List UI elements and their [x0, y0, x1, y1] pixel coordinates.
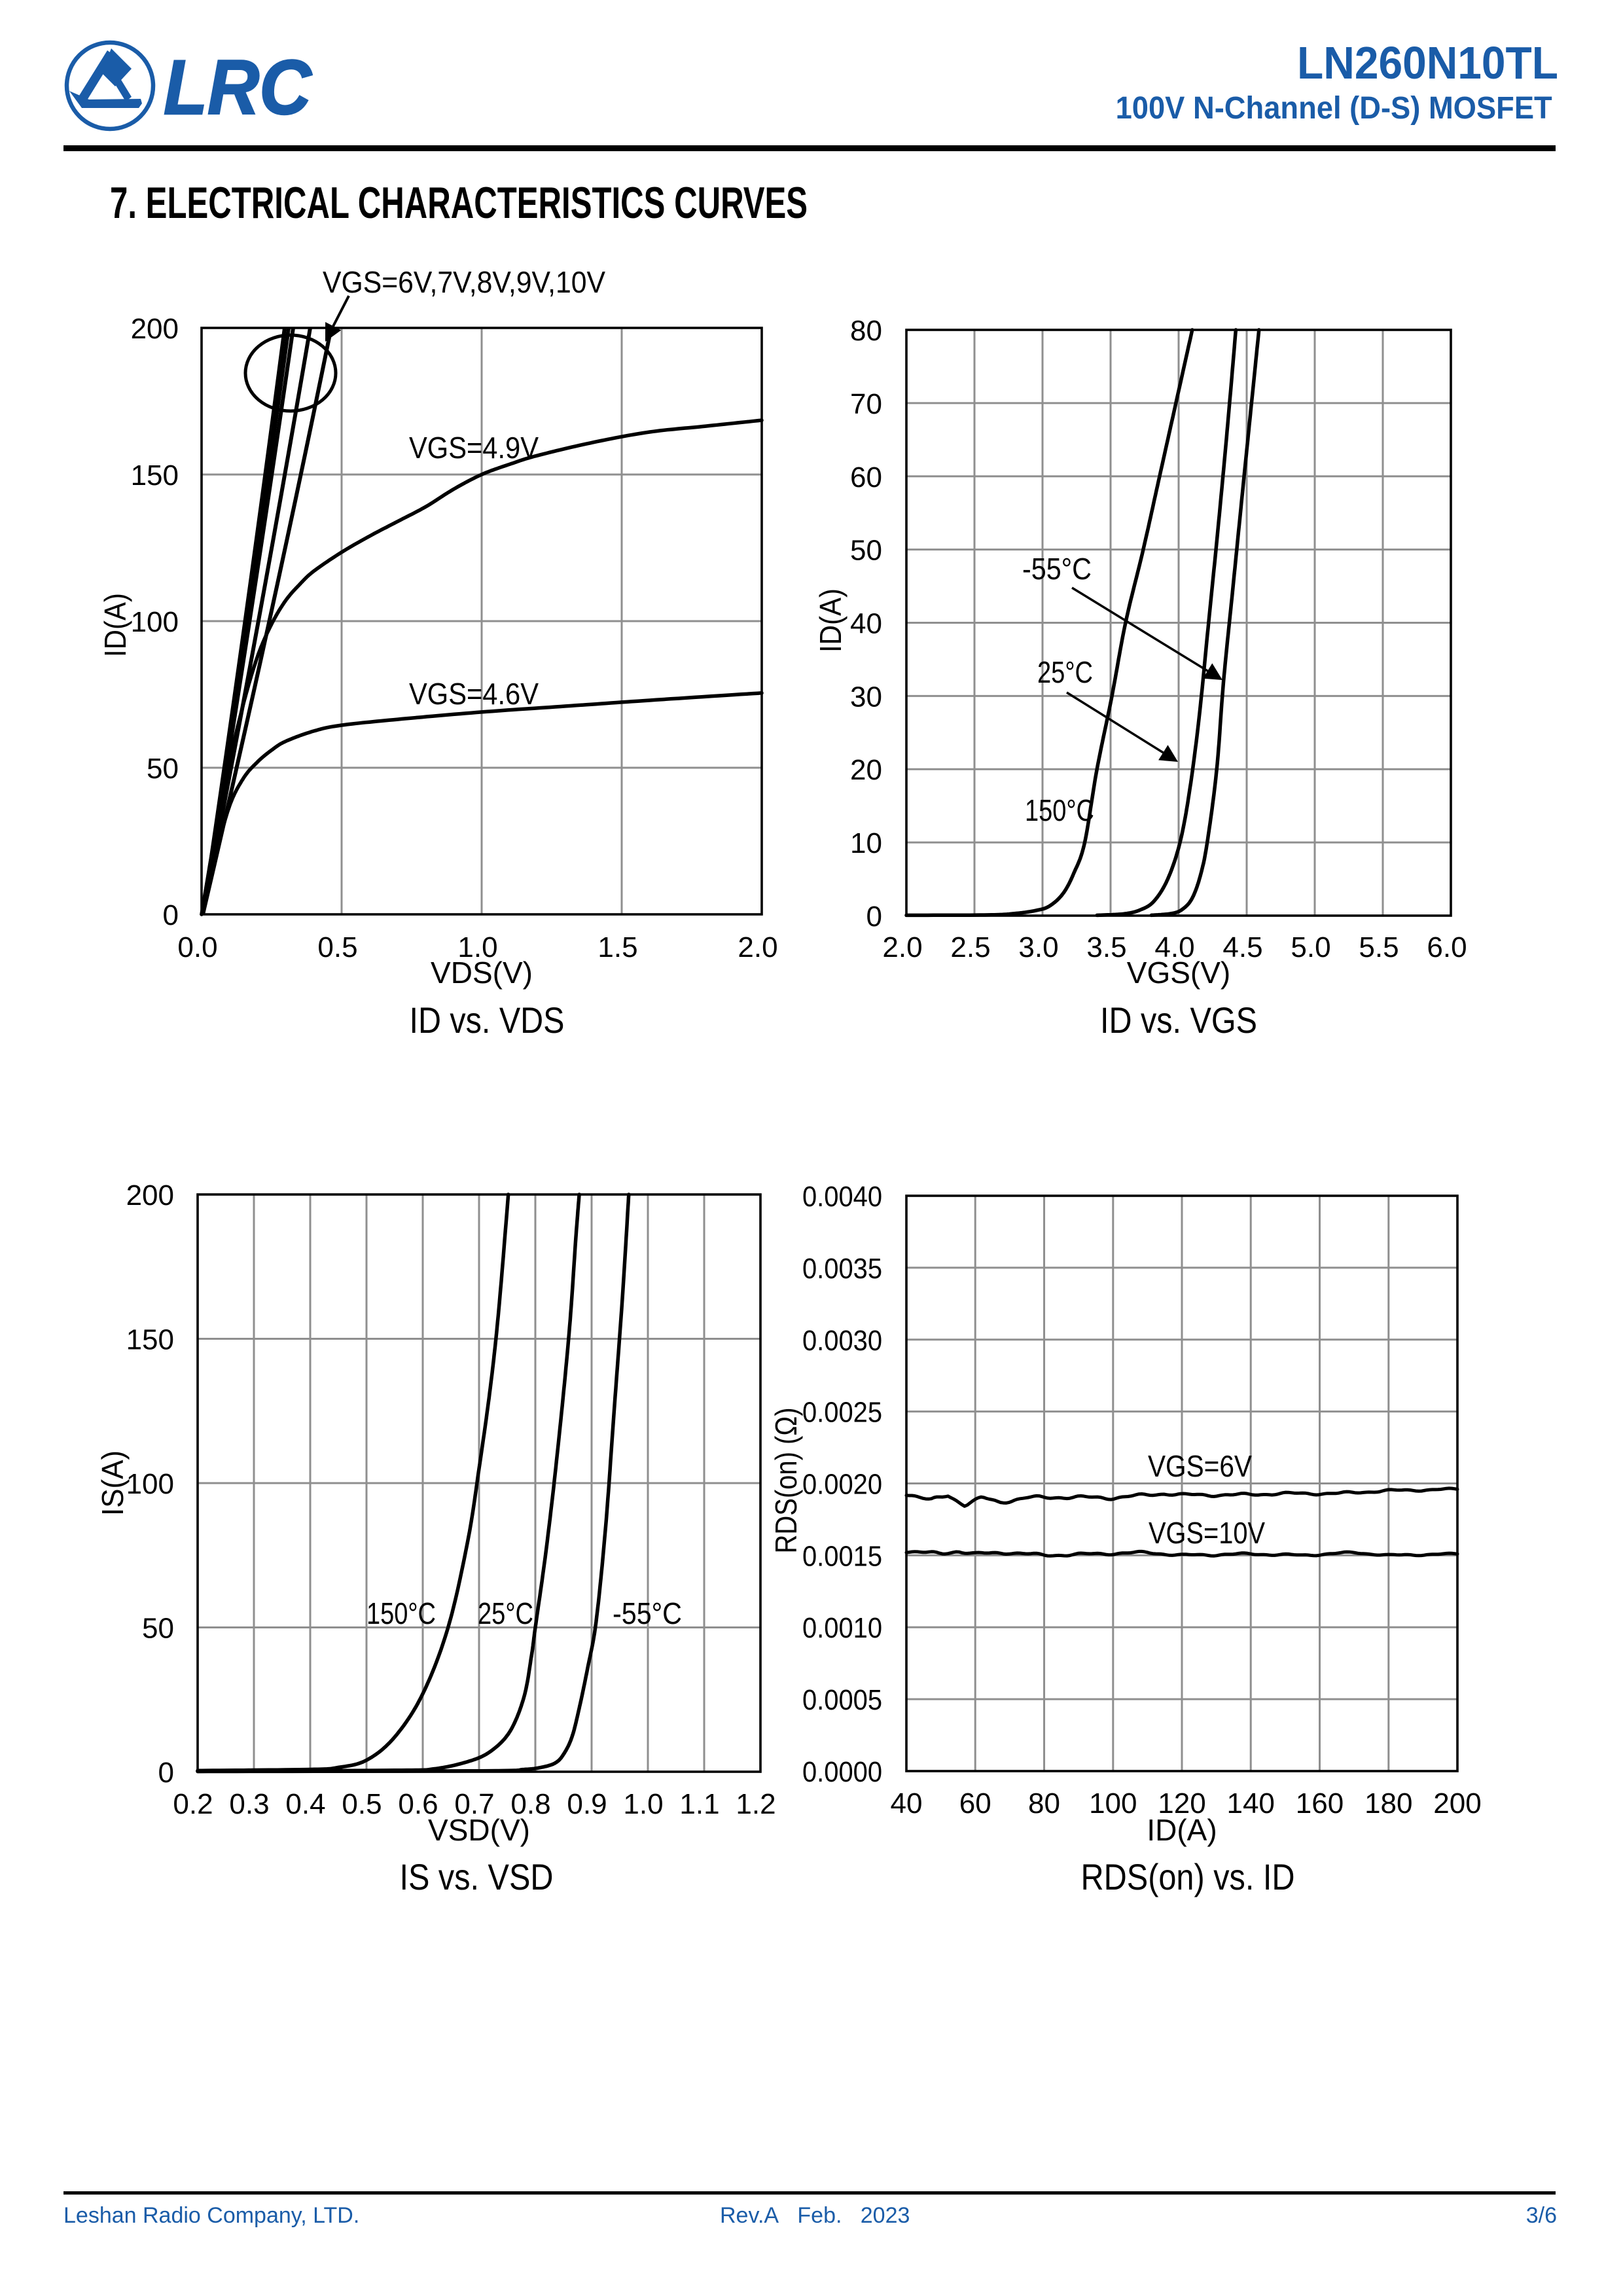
svg-text:0.0020: 0.0020 [802, 1469, 882, 1501]
svg-text:40: 40 [850, 608, 882, 640]
svg-text:10: 10 [850, 827, 882, 859]
svg-text:25°C: 25°C [478, 1596, 533, 1630]
svg-text:100: 100 [126, 1468, 174, 1500]
svg-text:50: 50 [850, 535, 882, 567]
svg-text:0.0: 0.0 [177, 931, 217, 963]
svg-text:ID(A): ID(A) [98, 593, 132, 657]
svg-text:200: 200 [131, 313, 179, 345]
svg-text:0.2: 0.2 [173, 1788, 213, 1820]
svg-text:VGS=6V: VGS=6V [1148, 1449, 1252, 1483]
svg-text:150°C: 150°C [366, 1596, 436, 1630]
svg-text:VSD(V): VSD(V) [428, 1813, 530, 1847]
svg-text:VDS(V): VDS(V) [431, 956, 533, 990]
svg-text:IS vs. VSD: IS vs. VSD [400, 1856, 554, 1897]
svg-text:VGS=10V: VGS=10V [1149, 1516, 1265, 1550]
svg-text:100: 100 [131, 606, 179, 638]
svg-text:0.4: 0.4 [285, 1788, 325, 1820]
svg-text:70: 70 [850, 388, 882, 420]
svg-text:180: 180 [1364, 1787, 1412, 1820]
svg-text:4.5: 4.5 [1222, 931, 1262, 963]
svg-text:1.0: 1.0 [457, 931, 497, 963]
svg-text:2.5: 2.5 [950, 931, 990, 963]
svg-text:0: 0 [158, 1757, 174, 1789]
svg-text:5.0: 5.0 [1291, 931, 1330, 963]
svg-text:0.5: 0.5 [317, 931, 357, 963]
svg-text:50: 50 [147, 753, 179, 785]
svg-text:2.0: 2.0 [882, 931, 922, 963]
svg-text:0.7: 0.7 [454, 1788, 494, 1820]
svg-text:IS(A): IS(A) [96, 1450, 130, 1516]
svg-text:VGS=4.9V: VGS=4.9V [409, 431, 539, 465]
svg-text:140: 140 [1226, 1787, 1274, 1820]
svg-text:30: 30 [850, 681, 882, 713]
svg-text:160: 160 [1296, 1787, 1344, 1820]
svg-text:-55°C: -55°C [613, 1596, 682, 1630]
svg-text:RDS(on) vs. ID: RDS(on) vs. ID [1081, 1856, 1295, 1897]
svg-text:0.0030: 0.0030 [802, 1325, 882, 1357]
svg-text:0.0025: 0.0025 [802, 1397, 882, 1429]
svg-text:0.0015: 0.0015 [802, 1540, 882, 1572]
svg-text:6.0: 6.0 [1427, 931, 1467, 963]
svg-text:4.0: 4.0 [1154, 931, 1194, 963]
svg-text:50: 50 [142, 1613, 174, 1645]
svg-text:150°C: 150°C [1025, 793, 1094, 827]
svg-text:ID(A): ID(A) [1147, 1813, 1217, 1847]
svg-text:40: 40 [891, 1787, 923, 1820]
svg-text:1.0: 1.0 [623, 1788, 663, 1820]
svg-text:0.5: 0.5 [342, 1788, 382, 1820]
svg-text:VGS=4.6V: VGS=4.6V [409, 677, 539, 711]
svg-text:200: 200 [126, 1179, 174, 1211]
svg-text:3.0: 3.0 [1018, 931, 1058, 963]
svg-text:0.6: 0.6 [398, 1788, 438, 1820]
svg-text:0.9: 0.9 [567, 1788, 607, 1820]
svg-text:5.5: 5.5 [1359, 931, 1399, 963]
svg-text:100: 100 [1089, 1787, 1137, 1820]
svg-text:1.2: 1.2 [736, 1788, 776, 1820]
svg-text:0.0000: 0.0000 [802, 1756, 882, 1788]
svg-text:0.8: 0.8 [510, 1788, 550, 1820]
svg-text:1.1: 1.1 [679, 1788, 719, 1820]
svg-text:ID vs. VDS: ID vs. VDS [410, 999, 565, 1041]
svg-text:1.5: 1.5 [597, 931, 637, 963]
svg-text:60: 60 [850, 461, 882, 493]
svg-text:3.5: 3.5 [1086, 931, 1126, 963]
svg-text:ID(A): ID(A) [813, 588, 847, 653]
svg-text:0.0040: 0.0040 [802, 1181, 882, 1213]
svg-text:80: 80 [850, 315, 882, 347]
svg-text:0: 0 [163, 899, 179, 931]
svg-text:VGS(V): VGS(V) [1127, 956, 1230, 990]
svg-text:ID vs. VGS: ID vs. VGS [1100, 999, 1257, 1041]
svg-text:150: 150 [131, 459, 179, 492]
svg-text:25°C: 25°C [1037, 655, 1093, 689]
svg-text:0.3: 0.3 [229, 1788, 269, 1820]
svg-text:-55°C: -55°C [1022, 552, 1092, 586]
svg-text:RDS(on) (Ω): RDS(on) (Ω) [769, 1408, 803, 1554]
svg-text:0: 0 [866, 901, 882, 933]
svg-text:VGS=6V,7V,8V,9V,10V: VGS=6V,7V,8V,9V,10V [323, 265, 605, 299]
svg-text:20: 20 [850, 754, 882, 786]
svg-text:80: 80 [1028, 1787, 1060, 1820]
svg-text:0.0035: 0.0035 [802, 1253, 882, 1285]
svg-text:120: 120 [1158, 1787, 1205, 1820]
svg-text:150: 150 [126, 1324, 174, 1356]
svg-text:0.0010: 0.0010 [802, 1612, 882, 1644]
svg-text:200: 200 [1433, 1787, 1481, 1820]
svg-text:60: 60 [959, 1787, 991, 1820]
svg-text:0.0005: 0.0005 [802, 1684, 882, 1716]
svg-text:2.0: 2.0 [738, 931, 777, 963]
